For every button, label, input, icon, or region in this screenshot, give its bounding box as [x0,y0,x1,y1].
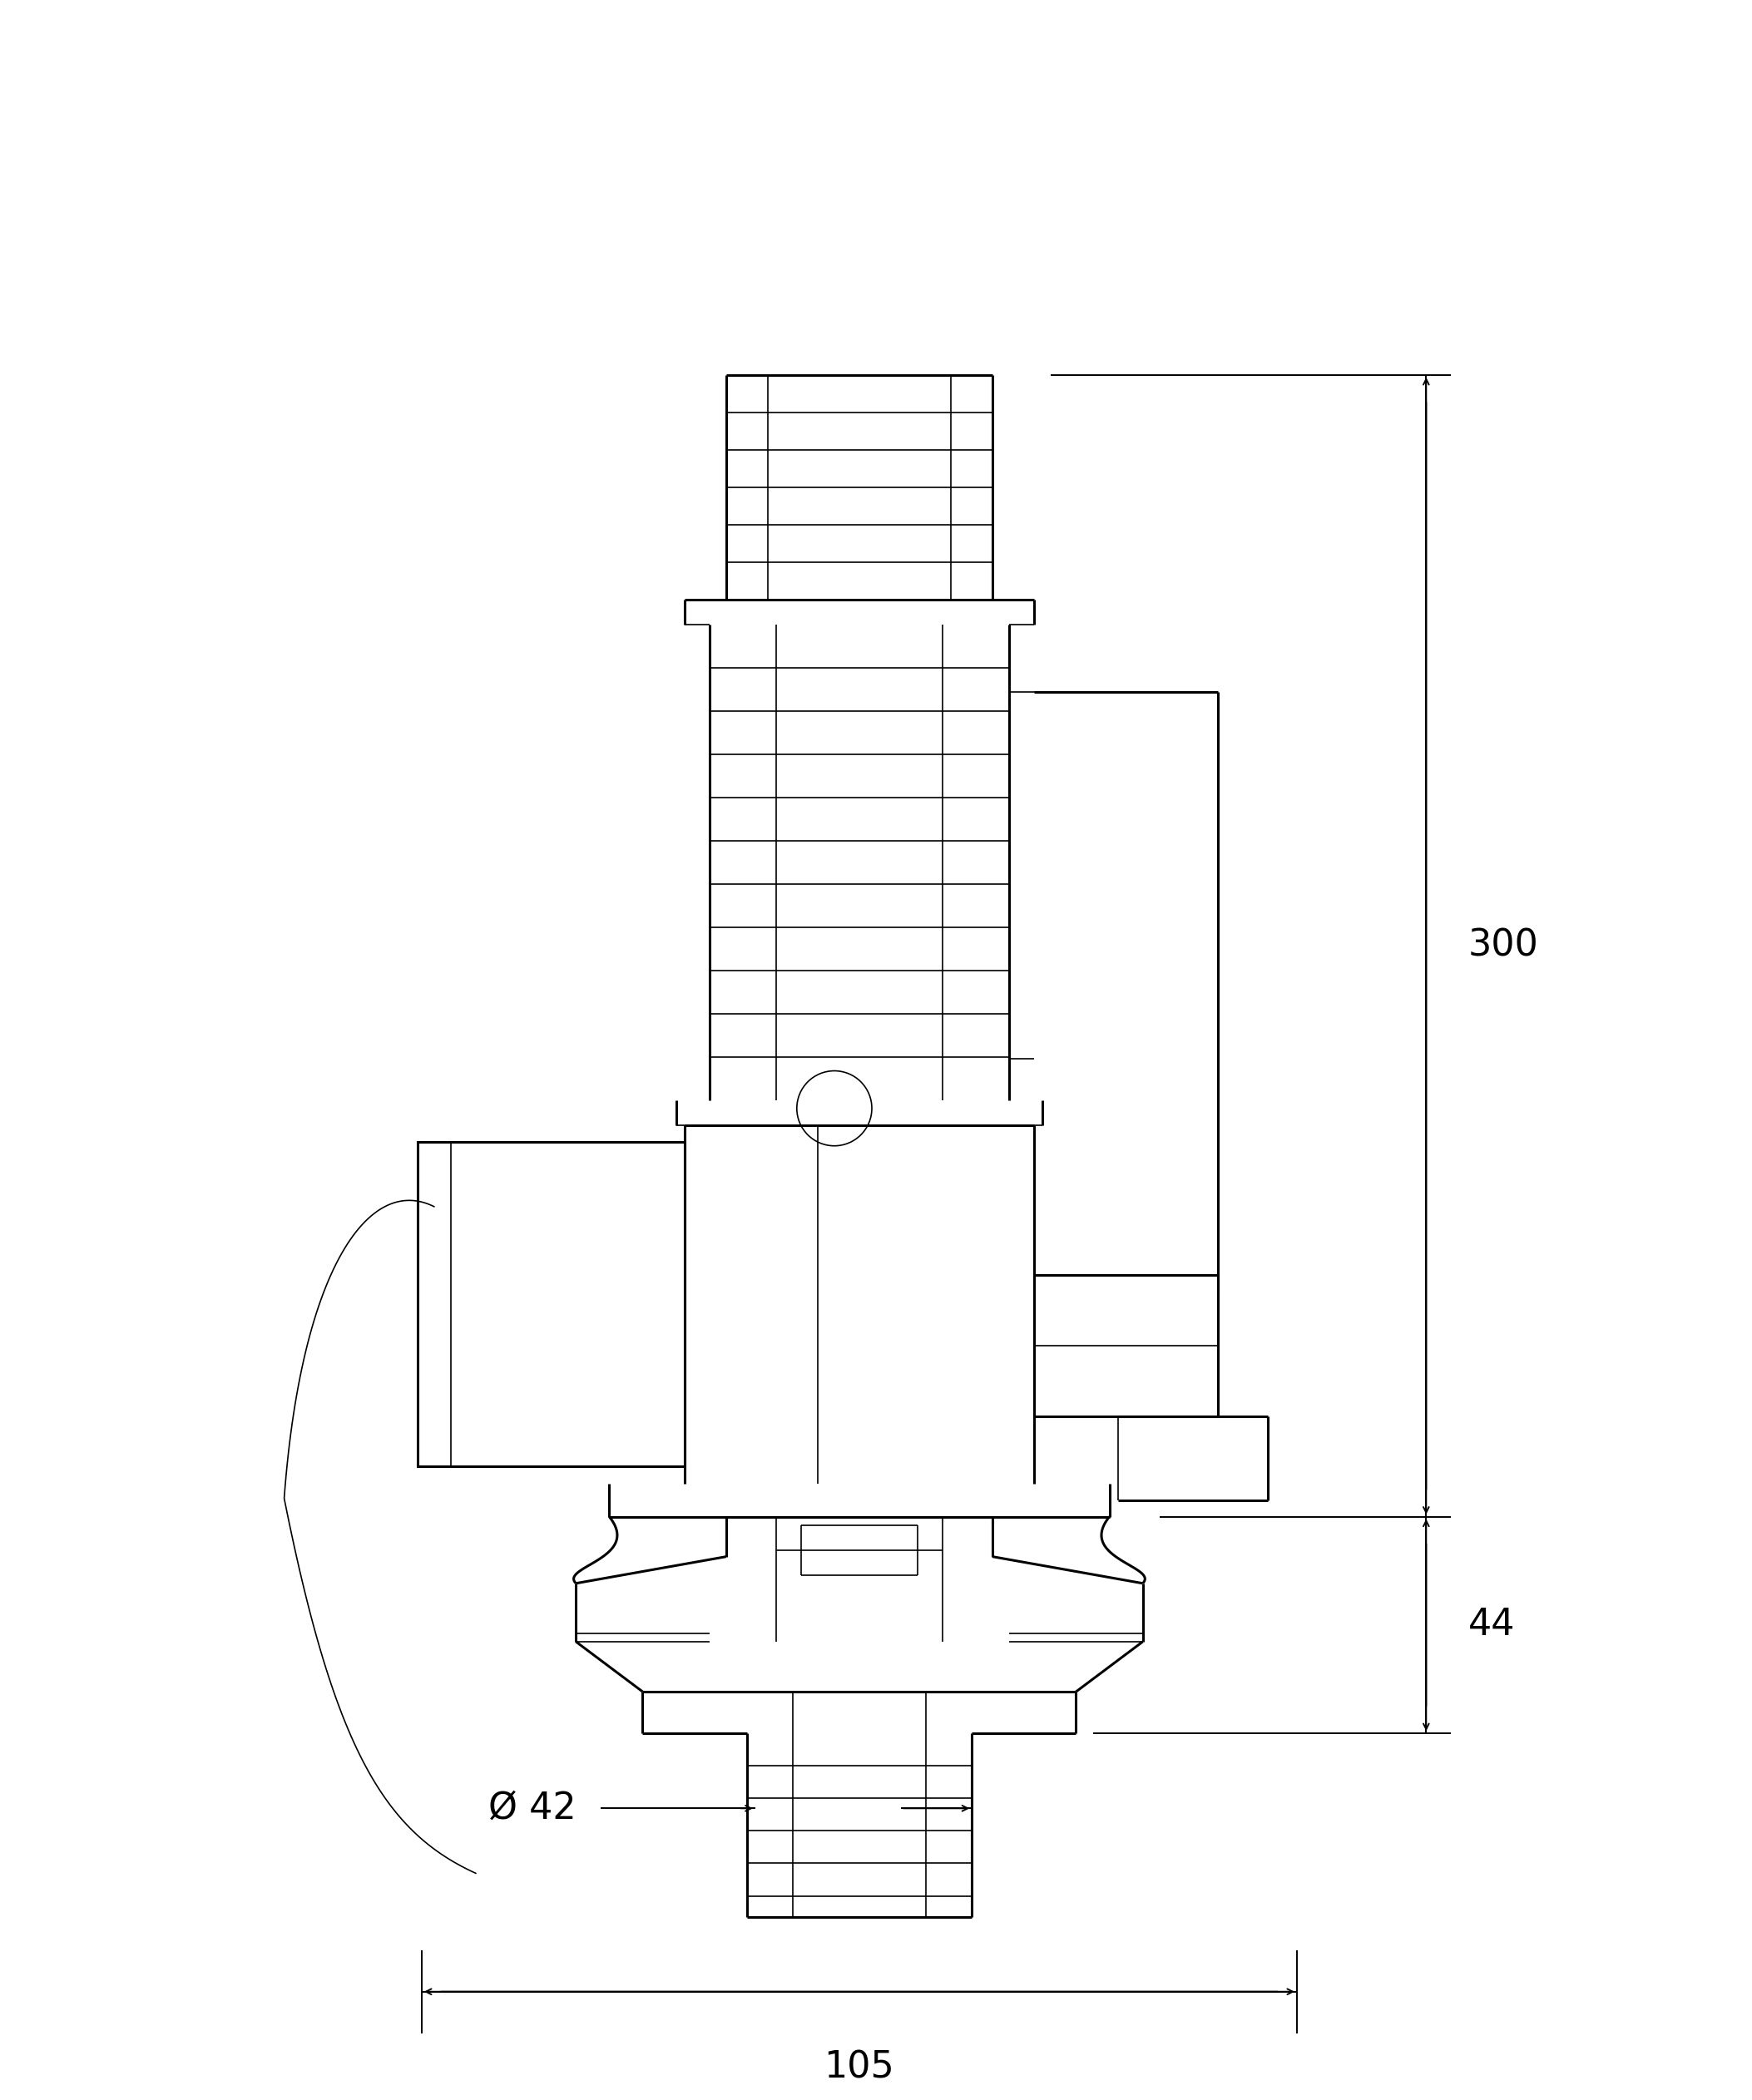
Bar [417,1142,685,1466]
Text: 44: 44 [1468,1606,1515,1642]
Text: Ø 42: Ø 42 [489,1791,576,1827]
Text: 105: 105 [823,2050,895,2085]
Text: 300: 300 [1468,928,1538,964]
Bar [1034,1275,1218,1418]
